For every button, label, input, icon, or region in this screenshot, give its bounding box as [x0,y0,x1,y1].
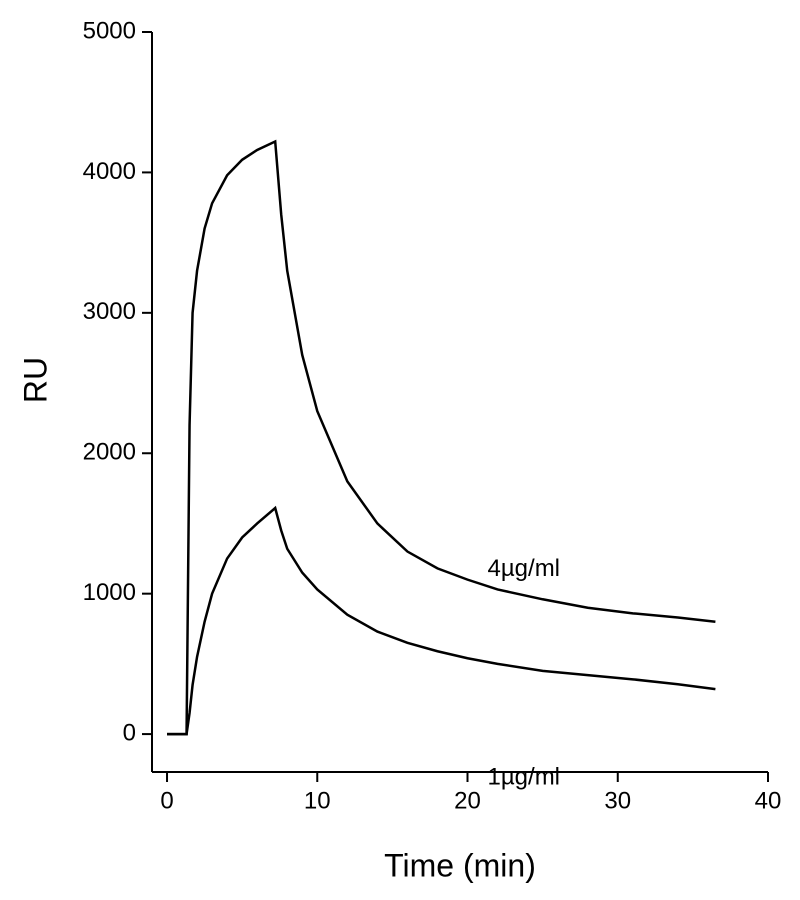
x-tick-label: 10 [304,787,331,814]
x-tick-label: 40 [755,787,782,814]
x-axis-title: Time (min) [384,847,536,883]
x-tick-label: 30 [604,787,631,814]
curve-label: 4µg/ml [488,555,561,582]
y-tick-label: 1000 [83,579,136,606]
curve-label: 1µg/ml [488,764,561,791]
line-series [167,505,716,736]
x-tick-label: 20 [454,787,481,814]
line-series [167,139,716,736]
x-tick-label: 0 [160,787,173,814]
y-tick-label: 3000 [83,298,136,325]
y-tick-label: 2000 [83,439,136,466]
y-tick-label: 4000 [83,158,136,185]
y-axis-title: RU [17,357,53,403]
y-tick-label: 0 [123,719,136,746]
y-tick-label: 5000 [83,17,136,44]
